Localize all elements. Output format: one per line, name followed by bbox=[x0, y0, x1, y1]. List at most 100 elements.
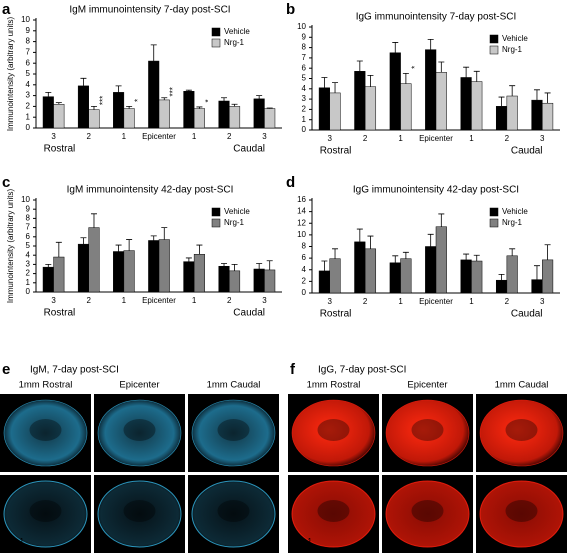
bar bbox=[53, 256, 65, 293]
bar bbox=[318, 87, 330, 131]
x-tick-label: 3 bbox=[51, 132, 56, 141]
bar bbox=[229, 270, 241, 293]
group-label: Caudal bbox=[233, 144, 265, 155]
x-tick-label: 1 bbox=[122, 132, 127, 141]
error-bar bbox=[533, 265, 540, 280]
bar bbox=[183, 261, 195, 293]
legend-label: Vehicle bbox=[224, 27, 250, 36]
error-bar bbox=[392, 42, 399, 53]
bar bbox=[435, 72, 447, 131]
bar bbox=[158, 239, 170, 293]
bar bbox=[42, 96, 54, 129]
bar bbox=[364, 86, 377, 131]
error-bar bbox=[115, 85, 122, 93]
error-bar bbox=[402, 72, 409, 84]
error-bar bbox=[256, 263, 263, 269]
y-tick-label: 8 bbox=[302, 43, 307, 52]
chart-title: IgM immunointensity 7-day post-SCI bbox=[69, 5, 230, 16]
bar bbox=[193, 108, 205, 129]
x-tick-label: 3 bbox=[327, 134, 332, 143]
x-tick-label: 1 bbox=[192, 296, 197, 305]
error-bar bbox=[256, 95, 263, 99]
tissue-section bbox=[291, 480, 376, 548]
significance: *** bbox=[169, 87, 178, 96]
error-bar bbox=[161, 227, 168, 240]
legend-label: Nrg-1 bbox=[502, 218, 523, 227]
y-tick-label: 10 bbox=[297, 230, 306, 239]
row-label: Nrg-1 bbox=[292, 537, 313, 546]
tissue-section bbox=[479, 480, 564, 548]
bar bbox=[88, 109, 100, 129]
error-bar bbox=[367, 235, 374, 249]
y-tick-label: 9 bbox=[302, 32, 307, 41]
y-tick-label: 5 bbox=[26, 241, 31, 250]
gray-matter bbox=[217, 419, 250, 441]
significance: * bbox=[134, 99, 143, 102]
bar bbox=[400, 258, 412, 294]
legend-swatch bbox=[211, 27, 221, 37]
bar bbox=[77, 243, 89, 293]
error-bar bbox=[463, 253, 470, 260]
error-bar bbox=[161, 97, 168, 100]
error-bar bbox=[402, 251, 409, 259]
y-tick-label: 0 bbox=[26, 123, 31, 132]
column-label: 1mm Rostral bbox=[307, 380, 361, 391]
tissue-section bbox=[3, 399, 88, 467]
error-bar bbox=[115, 244, 122, 252]
bar bbox=[460, 77, 472, 131]
chart-title: IgG immunointensity 7-day post-SCI bbox=[356, 12, 517, 23]
y-tick-label: 8 bbox=[302, 242, 307, 251]
legend-label: Nrg-1 bbox=[224, 218, 245, 227]
y-tick-label: 10 bbox=[297, 22, 306, 31]
error-bar bbox=[509, 85, 516, 97]
y-tick-label: 8 bbox=[26, 214, 31, 223]
x-tick-label: 1 bbox=[469, 134, 474, 143]
y-tick-label: 3 bbox=[302, 94, 307, 103]
y-tick-label: 9 bbox=[26, 26, 31, 35]
column-label: 1mm Rostral bbox=[19, 380, 73, 391]
bar bbox=[329, 92, 341, 131]
y-tick-label: 4 bbox=[26, 80, 31, 89]
panel-label: b bbox=[286, 1, 295, 18]
error-bar bbox=[321, 77, 328, 88]
error-bar bbox=[438, 213, 445, 227]
bar bbox=[253, 98, 265, 129]
y-tick-label: 6 bbox=[26, 232, 31, 241]
tissue-section bbox=[97, 480, 182, 548]
panel-title: IgG, 7-day post-SCI bbox=[318, 365, 406, 376]
error-bar bbox=[150, 44, 157, 62]
x-tick-label: 1 bbox=[192, 132, 197, 141]
gray-matter bbox=[29, 500, 62, 522]
column-label: 1mm Caudal bbox=[207, 380, 261, 391]
x-tick-label: 3 bbox=[540, 297, 545, 306]
row-label: Nrg-1 bbox=[4, 537, 25, 546]
panel-title: IgM, 7-day post-SCI bbox=[30, 365, 119, 376]
y-tick-label: 0 bbox=[302, 125, 307, 134]
legend-label: Nrg-1 bbox=[224, 38, 245, 47]
bar bbox=[42, 266, 54, 293]
legend-swatch bbox=[489, 45, 499, 55]
row-label: Veh bbox=[4, 456, 18, 465]
error-bar bbox=[185, 89, 192, 92]
gray-matter bbox=[505, 419, 538, 441]
significance: * bbox=[204, 99, 213, 102]
y-tick-label: 6 bbox=[302, 63, 307, 72]
error-bar bbox=[392, 255, 399, 263]
error-bar bbox=[45, 91, 52, 97]
x-tick-label: Epicenter bbox=[419, 297, 453, 306]
error-bar bbox=[55, 241, 62, 258]
bar bbox=[158, 99, 170, 129]
gray-matter bbox=[123, 500, 156, 522]
x-tick-label: 1 bbox=[469, 297, 474, 306]
gray-matter bbox=[505, 500, 538, 522]
bar bbox=[229, 106, 241, 129]
x-tick-label: 2 bbox=[227, 296, 232, 305]
panel-label: e bbox=[2, 361, 10, 378]
group-label: Caudal bbox=[511, 309, 543, 320]
chart-title: IgG immunointensity 42-day post-SCI bbox=[353, 185, 519, 196]
error-bar bbox=[498, 274, 505, 281]
y-tick-label: 12 bbox=[297, 218, 306, 227]
row-label: Veh bbox=[292, 456, 306, 465]
bar bbox=[389, 262, 401, 294]
